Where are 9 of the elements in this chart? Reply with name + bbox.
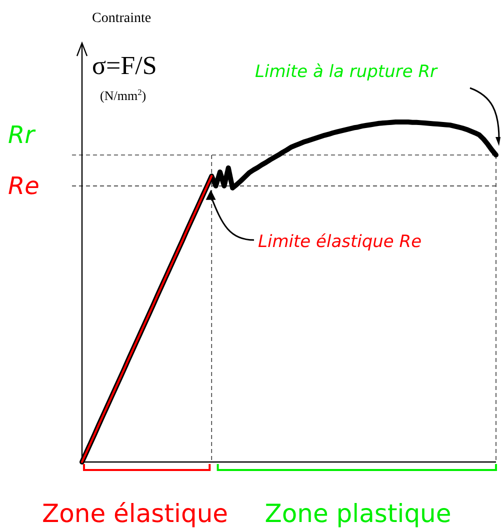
text: σ=F/S xyxy=(92,51,157,80)
text: Zone élastique xyxy=(42,499,228,528)
text: (N/mm$^{2}$) xyxy=(100,87,146,103)
text: Contrainte xyxy=(92,11,152,26)
ref-line-label: Rr xyxy=(8,120,37,149)
ref-line-label: Re xyxy=(8,172,40,200)
text: Zone plastique xyxy=(264,499,452,528)
text: Limite à la rupture Rr xyxy=(255,62,438,82)
annotation: Limite élastique Re xyxy=(258,232,422,252)
